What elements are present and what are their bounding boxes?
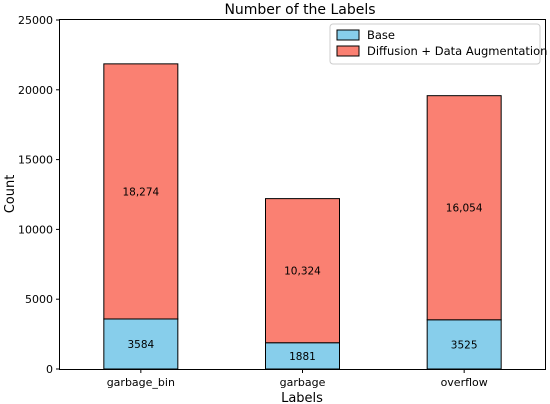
- bar-segment: [426, 95, 502, 321]
- x-tick-label: garbage_bin: [107, 376, 175, 389]
- bar-segment: [103, 318, 179, 370]
- data-label: 18,274: [122, 186, 159, 198]
- data-labels: 3584 18,274 1881 10,324 3525 16,054: [122, 186, 482, 362]
- y-tick-label: 25000: [18, 14, 53, 27]
- y-tick-label: 5000: [25, 293, 53, 306]
- x-axis-title: Labels: [281, 391, 323, 404]
- plot-frame: [59, 19, 546, 370]
- y-axis: 0 5000 10000 15000 20000 25000: [18, 14, 60, 376]
- y-tick-label: 20000: [18, 84, 53, 97]
- legend-swatch: [336, 29, 360, 41]
- data-label: 3525: [451, 339, 478, 351]
- data-label: 10,324: [284, 266, 321, 278]
- bar-segment: [265, 198, 340, 344]
- y-tick-label: 10000: [18, 223, 53, 236]
- x-tick-label: garbage: [280, 376, 326, 389]
- bars: [103, 63, 502, 370]
- legend: Base Diffusion + Data Augmentation: [329, 23, 547, 65]
- data-label: 3584: [127, 339, 154, 351]
- bar-segment: [103, 63, 179, 320]
- legend-swatch: [336, 45, 360, 57]
- legend-label: Diffusion + Data Augmentation: [367, 44, 547, 58]
- x-axis: garbage_bin garbage overflow: [107, 369, 488, 389]
- data-label: 1881: [289, 351, 316, 363]
- y-axis-title: Count: [3, 175, 18, 214]
- data-label: 16,054: [446, 203, 483, 215]
- y-tick-label: 15000: [18, 154, 53, 167]
- x-tick-label: overflow: [441, 376, 488, 389]
- chart-title: Number of the Labels: [224, 2, 375, 18]
- legend-label: Base: [367, 28, 395, 42]
- y-tick-label: 0: [46, 363, 53, 376]
- legend-box: [329, 23, 541, 65]
